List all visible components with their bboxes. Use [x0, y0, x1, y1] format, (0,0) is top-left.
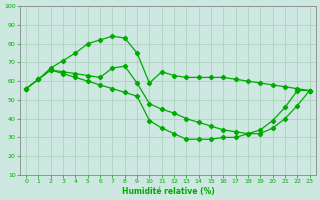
X-axis label: Humidité relative (%): Humidité relative (%): [122, 187, 214, 196]
